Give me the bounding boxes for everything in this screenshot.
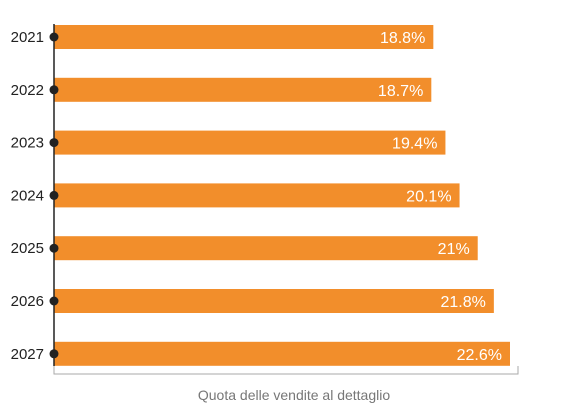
axis-dot-2023 <box>49 138 59 148</box>
bar-2026 <box>54 289 494 313</box>
bar-2022 <box>54 77 432 102</box>
category-label-2022: 2022 <box>11 82 44 99</box>
category-label-2021: 2021 <box>11 29 44 46</box>
axis-dot-2026 <box>49 296 59 306</box>
bar-2027 <box>54 341 510 366</box>
value-label-2022: 18.7% <box>378 83 423 100</box>
axis-dot-2027 <box>49 349 59 359</box>
value-label-2026: 21.8% <box>440 294 485 311</box>
category-label-2023: 2023 <box>11 135 44 152</box>
category-label-2026: 2026 <box>11 293 44 310</box>
axis-dot-2025 <box>49 243 59 253</box>
category-label-2025: 2025 <box>11 240 44 257</box>
category-label-2024: 2024 <box>11 187 44 204</box>
category-label-2027: 2027 <box>11 346 44 363</box>
value-label-2024: 20.1% <box>406 188 451 205</box>
value-label-2021: 18.8% <box>380 30 425 47</box>
bar-2025 <box>54 236 478 261</box>
axis-dot-2021 <box>49 32 59 42</box>
axis-dots-group <box>49 32 59 359</box>
bar-2021 <box>54 25 434 49</box>
bar-2024 <box>54 183 460 208</box>
x-axis-title: Quota delle vendite al dettaglio <box>198 387 390 403</box>
category-labels-group: 2021 2022 2023 2024 2025 2026 2027 <box>11 29 44 363</box>
axis-dot-2022 <box>49 85 59 95</box>
axis-dot-2024 <box>49 190 59 200</box>
bar-2023 <box>54 130 446 155</box>
value-label-2027: 22.6% <box>457 347 502 364</box>
value-label-2023: 19.4% <box>392 136 437 153</box>
value-labels-group: 18.8% 18.7% 19.4% 20.1% 21% 21.8% 22.6% <box>378 30 502 364</box>
bars-group <box>54 25 510 366</box>
value-label-2025: 21% <box>438 241 470 258</box>
x-axis-bracket <box>53 366 519 375</box>
